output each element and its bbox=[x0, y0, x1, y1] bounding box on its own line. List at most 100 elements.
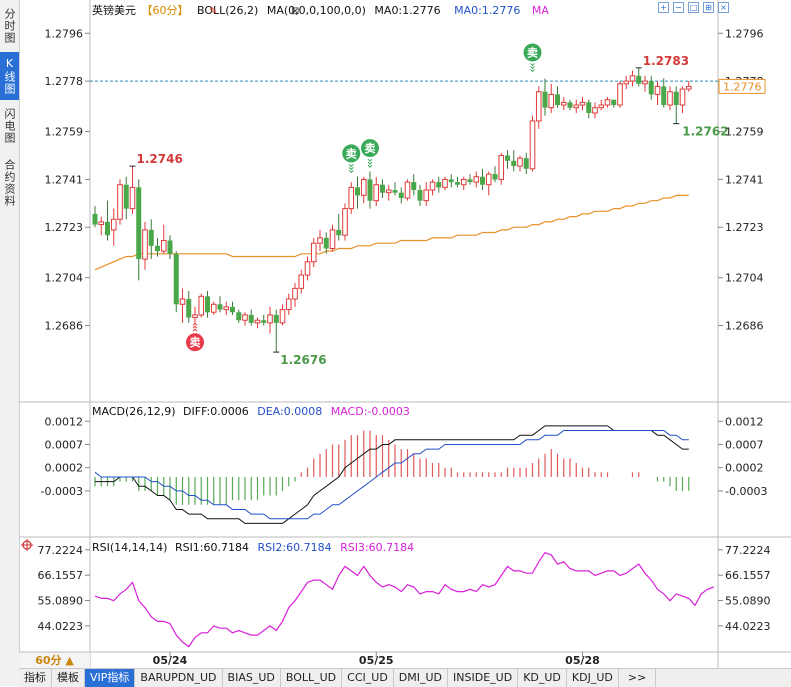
candle bbox=[535, 86, 542, 129]
rsi-right-tick-label: 44.0223 bbox=[725, 620, 771, 633]
candle bbox=[592, 102, 598, 119]
candle bbox=[567, 99, 573, 111]
rsi-right-tick-label: 66.1557 bbox=[725, 569, 771, 582]
candle bbox=[492, 166, 498, 183]
candle bbox=[292, 283, 298, 307]
candle bbox=[254, 317, 261, 329]
tab-contract-info[interactable]: 合约资料 bbox=[3, 159, 16, 207]
price-left-tick-label: 1.2723 bbox=[45, 221, 84, 234]
macd-diff-value: DIFF:0.0006 bbox=[183, 405, 249, 418]
side-tab-bar: 分时图 K线图 闪电图 合约资料 bbox=[0, 0, 20, 686]
minus-box-icon[interactable]: − bbox=[673, 2, 684, 13]
candle bbox=[398, 187, 404, 204]
indicator-tab[interactable]: KD_UD bbox=[518, 669, 567, 687]
price-extreme-label: 1.2783 bbox=[643, 54, 689, 68]
price-left-tick-label: 1.2759 bbox=[45, 126, 84, 139]
ma0-value-black: MA0:1.2776 bbox=[374, 4, 440, 17]
candle bbox=[517, 155, 523, 172]
candle bbox=[548, 83, 555, 113]
period-tag: 【60分】 bbox=[142, 4, 189, 17]
candle bbox=[367, 171, 373, 209]
indicator-tab[interactable]: BOLL_UD bbox=[281, 669, 343, 687]
candle bbox=[648, 75, 654, 100]
indicator-tab[interactable]: INSIDE_UD bbox=[448, 669, 519, 687]
indicator-tab[interactable]: KDJ_UD bbox=[567, 669, 619, 687]
candle bbox=[654, 81, 661, 106]
price-right-tick-label: 1.2723 bbox=[725, 221, 764, 234]
candle bbox=[411, 174, 417, 196]
candle bbox=[129, 166, 136, 214]
price-right-tick-label: 1.2704 bbox=[725, 272, 764, 285]
rsi3-value: RSI3:60.7184 bbox=[340, 541, 414, 554]
more-tabs-button[interactable]: >> bbox=[619, 669, 657, 687]
candle bbox=[136, 179, 142, 281]
candle bbox=[523, 152, 529, 175]
sell-signal-marker[interactable]: 卖 bbox=[523, 43, 542, 73]
price-left-tick-label: 1.2741 bbox=[45, 173, 84, 186]
candle bbox=[560, 97, 567, 111]
square-box-icon[interactable]: □ bbox=[688, 2, 699, 13]
candle bbox=[98, 216, 105, 236]
macd-right-tick-label: 0.0012 bbox=[725, 415, 764, 428]
ma-magenta-label: MA bbox=[532, 4, 549, 17]
candle bbox=[498, 152, 505, 185]
pin-icon[interactable]: ✎ bbox=[209, 6, 217, 17]
rsi-left-tick-label: 44.0223 bbox=[38, 620, 84, 633]
rsi-settings-icon[interactable] bbox=[21, 539, 33, 551]
macd-right-tick-label: 0.0007 bbox=[725, 438, 764, 451]
candle bbox=[105, 200, 110, 241]
rsi2-value: RSI2:60.7184 bbox=[258, 541, 332, 554]
candle bbox=[417, 184, 423, 206]
price-extreme-marker: 1.2762 bbox=[673, 123, 729, 139]
candle bbox=[542, 78, 548, 116]
candle bbox=[623, 75, 630, 90]
macd-left-tick-label: 0.0007 bbox=[45, 438, 84, 451]
tab-kline[interactable]: K线图 bbox=[0, 52, 19, 100]
candle bbox=[360, 176, 367, 204]
close-box-icon[interactable]: × bbox=[718, 2, 729, 13]
candle bbox=[448, 174, 454, 188]
tab-time-sharing[interactable]: 分时图 bbox=[3, 8, 16, 44]
candle bbox=[586, 99, 592, 119]
rsi-left-tick-label: 77.2224 bbox=[38, 544, 84, 557]
sell-signal-marker[interactable]: 卖 bbox=[342, 144, 361, 174]
price-right-tick-label: 1.2741 bbox=[725, 173, 764, 186]
indicator-tab[interactable]: BIAS_UD bbox=[223, 669, 281, 687]
indicator-tab[interactable]: CCI_UD bbox=[342, 669, 394, 687]
candle bbox=[317, 229, 323, 252]
period-selector[interactable]: 60分 ▲ bbox=[19, 652, 90, 668]
candle bbox=[329, 224, 336, 252]
kline-chart: 英镑美元 【60分】 BOLL(26,2) MA(0,0,0,100,0,0) … bbox=[19, 0, 791, 668]
candle bbox=[110, 208, 117, 246]
chart-settings-icon[interactable]: ⊠ bbox=[291, 6, 299, 17]
tab-flash-chart[interactable]: 闪电图 bbox=[3, 108, 16, 144]
candle bbox=[223, 301, 230, 315]
sell-signal-marker[interactable]: 卖 bbox=[361, 139, 379, 168]
candle bbox=[617, 81, 623, 108]
candle bbox=[529, 115, 536, 172]
indicator-tab[interactable]: DMI_UD bbox=[394, 669, 449, 687]
ma-line bbox=[94, 194, 689, 271]
price-right-tick-label: 1.2686 bbox=[725, 320, 764, 333]
macd-left-tick-label: 0.0012 bbox=[45, 415, 84, 428]
grid-box-icon[interactable]: ⊞ bbox=[703, 2, 714, 13]
buy-signal-marker[interactable]: 卖 bbox=[186, 322, 204, 352]
price-extreme-marker: 1.2746 bbox=[129, 152, 183, 167]
candle bbox=[342, 203, 348, 241]
candle bbox=[92, 205, 98, 228]
price-right-tick-label: 1.2796 bbox=[725, 27, 764, 40]
indicator-tab[interactable]: 模板 bbox=[52, 669, 85, 687]
indicator-tab[interactable]: BARUPDN_UD bbox=[135, 669, 223, 687]
indicator-tab[interactable]: VIP指标 bbox=[85, 669, 136, 687]
candle bbox=[604, 97, 611, 108]
macd-dea-value: DEA:0.0008 bbox=[257, 405, 322, 418]
candle bbox=[611, 99, 617, 108]
plus-box-icon[interactable]: + bbox=[658, 2, 669, 13]
candle bbox=[442, 176, 448, 191]
candle bbox=[473, 171, 480, 188]
svg-text:卖: 卖 bbox=[346, 146, 357, 160]
candle bbox=[198, 293, 205, 318]
indicator-tab[interactable]: 指标 bbox=[19, 669, 52, 687]
candle bbox=[348, 182, 355, 214]
candle bbox=[685, 81, 692, 92]
